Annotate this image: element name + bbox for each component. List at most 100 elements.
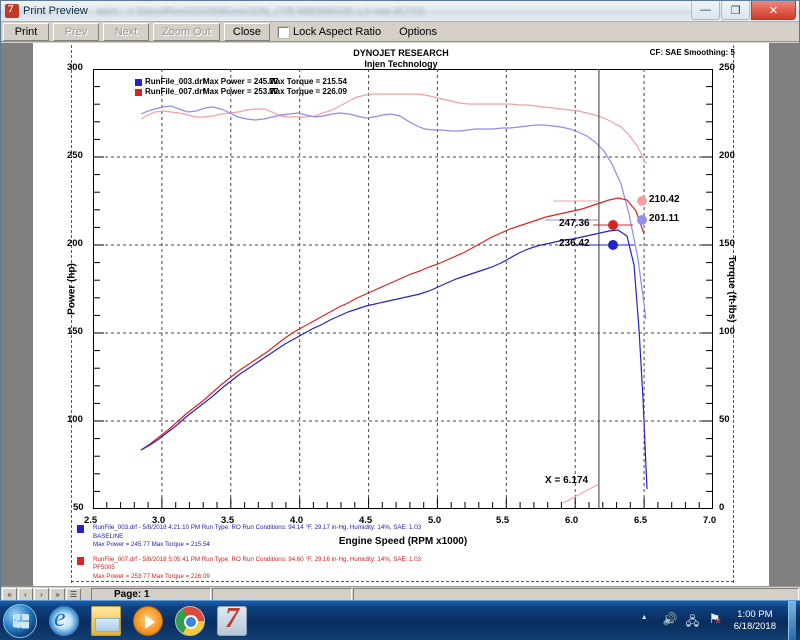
status-pane-3 (353, 587, 799, 601)
axis-ticks (93, 86, 713, 509)
run003-line-2: BASELINE (93, 532, 124, 540)
clock[interactable]: 1:00 PM 6/18/2018 (734, 609, 776, 633)
xtick-7-0: 7.0 (703, 515, 717, 526)
y2tick-200: 200 (719, 150, 735, 161)
minimize-button[interactable]: — (691, 1, 720, 20)
window-title-path-text: wpm - c:\DynoRuns\2018\Runs\JUN_7TB MBHN… (95, 5, 425, 17)
marker-torque-run007 (637, 196, 647, 206)
lock-aspect-ratio-checkbox[interactable]: Lock Aspect Ratio (274, 23, 391, 41)
legend-file-run007: RunFile_007.drf (145, 87, 206, 96)
preview-scroll-area[interactable]: DYNOJET RESEARCH Injen Technology CF: SA… (1, 43, 800, 586)
report-subtitle: Injen Technology (364, 59, 438, 69)
first-page-button[interactable]: « (2, 587, 17, 601)
windows-media-player-icon[interactable] (133, 605, 163, 636)
restore-button[interactable]: ❐ (721, 1, 750, 20)
run-swatch-blue (77, 525, 84, 533)
xtick-3-0: 3.0 (152, 515, 166, 526)
xtick-4-5: 4.5 (359, 515, 373, 526)
run-info-run003: RunFile_003.drf - 5/8/2018 4:21:10 PM Ru… (77, 524, 737, 550)
print-button[interactable]: Print (3, 23, 49, 41)
clock-date: 6/18/2018 (733, 620, 776, 632)
chart-canvas (93, 69, 713, 509)
run007-line-3: Max Power = 253.77 Max Torque = 226.09 (93, 572, 210, 580)
report-header: DYNOJET RESEARCH Injen Technology (33, 48, 769, 70)
close-preview-button[interactable]: Close (223, 23, 271, 41)
checkbox-box[interactable] (277, 25, 291, 39)
page-setup-icon[interactable]: ☰ (66, 587, 81, 601)
report-title: DYNOJET RESEARCH (353, 48, 449, 58)
show-hidden-icons-icon[interactable] (640, 613, 655, 628)
legend-row-run007: RunFile_007.drf Max Power = 253.77 Max T… (135, 87, 347, 97)
marker-power-run007 (608, 220, 618, 230)
ytick-200: 200 (67, 238, 83, 249)
print-preview-window: Print Preview wpm - c:\DynoRuns\2018\Run… (0, 0, 800, 600)
xtick-4-0: 4.0 (290, 515, 304, 526)
y2tick-50: 50 (719, 414, 730, 425)
close-window-button[interactable]: ✕ (751, 1, 796, 20)
system-tray: 1:00 PM 6/18/2018 (640, 601, 800, 640)
ytick-50: 50 (73, 502, 84, 513)
xtick-5-5: 5.5 (496, 515, 510, 526)
xtick-5-0: 5.0 (428, 515, 442, 526)
callout-power-run007: 247.36 (559, 218, 590, 229)
ytick-100: 100 (67, 414, 83, 425)
x-axis-label: Engine Speed (RPM x1000) (338, 536, 468, 547)
options-button[interactable]: Options (399, 26, 438, 38)
run007-line-2: PF5005 (93, 564, 115, 572)
marker-torque-run003 (637, 215, 647, 225)
curve-power-run007 (140, 197, 645, 451)
run-info-run007: RunFile_007.drf - 5/8/2018 5:05:41 PM Ru… (77, 556, 737, 582)
legend-maxtorque-run007: Max Torque = 226.09 (269, 87, 347, 96)
xtick-6-5: 6.5 (634, 515, 648, 526)
xtick-6-0: 6.0 (565, 515, 579, 526)
page-indicator: Page: 1 (91, 587, 211, 601)
windows-taskbar: 1:00 PM 6/18/2018 (0, 600, 800, 640)
y2tick-100: 100 (719, 326, 735, 337)
lock-aspect-ratio-label: Lock Aspect Ratio (293, 26, 382, 38)
next-page-button[interactable]: › (34, 587, 49, 601)
action-center-flag-icon[interactable] (709, 611, 724, 628)
network-icon[interactable] (686, 612, 701, 633)
legend-maxpower-run003: Max Power = 245.77 (203, 77, 279, 86)
run003-line-1: RunFile_003.drf - 5/8/2018 4:21:10 PM Ru… (93, 524, 422, 531)
run007-line-1: RunFile_007.drf - 5/8/2018 5:05:41 PM Ru… (93, 555, 422, 563)
legend-file-run003: RunFile_003.drf (145, 77, 206, 86)
ytick-250: 250 (67, 150, 83, 161)
curve-torque-run007 (140, 93, 647, 165)
run-swatch-red (77, 556, 84, 565)
window-controls: — ❐ ✕ (691, 1, 797, 20)
dynojet-taskbar-icon[interactable] (217, 603, 247, 636)
next-page-button[interactable]: Next (103, 23, 149, 41)
volume-icon[interactable] (663, 612, 678, 628)
ytick-150: 150 (67, 326, 83, 337)
plot-frame (93, 69, 713, 509)
show-desktop-button[interactable] (788, 601, 796, 640)
legend-row-run003: RunFile_003.drf Max Power = 245.77 Max T… (135, 77, 347, 87)
callout-torque-run007: 210.42 (649, 194, 680, 205)
clock-time: 1:00 PM (737, 608, 773, 620)
start-button-icon[interactable] (3, 603, 37, 638)
internet-explorer-icon[interactable] (49, 603, 79, 636)
y-axis-label-torque: Torque (ft-lbs) (725, 255, 737, 323)
xtick-3-5: 3.5 (221, 515, 235, 526)
legend-maxtorque-run003: Max Torque = 215.54 (269, 77, 347, 86)
report-correction-factor: CF: SAE Smoothing: 5 (649, 48, 735, 57)
marker-power-run003 (608, 240, 618, 250)
windows-explorer-icon[interactable] (91, 605, 121, 636)
last-page-button[interactable]: » (50, 587, 65, 601)
grid-horizontal (93, 156, 713, 422)
ytick-300: 300 (67, 62, 83, 73)
google-chrome-icon[interactable] (175, 605, 205, 636)
y2tick-0: 0 (719, 502, 725, 513)
window-titlebar: Print Preview wpm - c:\DynoRuns\2018\Run… (1, 1, 799, 22)
legend-swatch-red (135, 88, 142, 96)
prev-page-button[interactable]: Prev (53, 23, 99, 41)
zoom-out-button[interactable]: Zoom Out (153, 23, 220, 41)
legend-maxpower-run007: Max Power = 253.77 (203, 87, 279, 96)
grid-vertical (161, 69, 645, 509)
cursor-x-label: X = 6.174 (545, 475, 589, 486)
dynojet-app-icon (5, 3, 19, 18)
curve-torque-run003 (140, 105, 647, 320)
previous-page-button[interactable]: ‹ (18, 587, 33, 601)
window-title-path: wpm - c:\DynoRuns\2018\Runs\JUN_7TB MBHN… (96, 6, 799, 17)
